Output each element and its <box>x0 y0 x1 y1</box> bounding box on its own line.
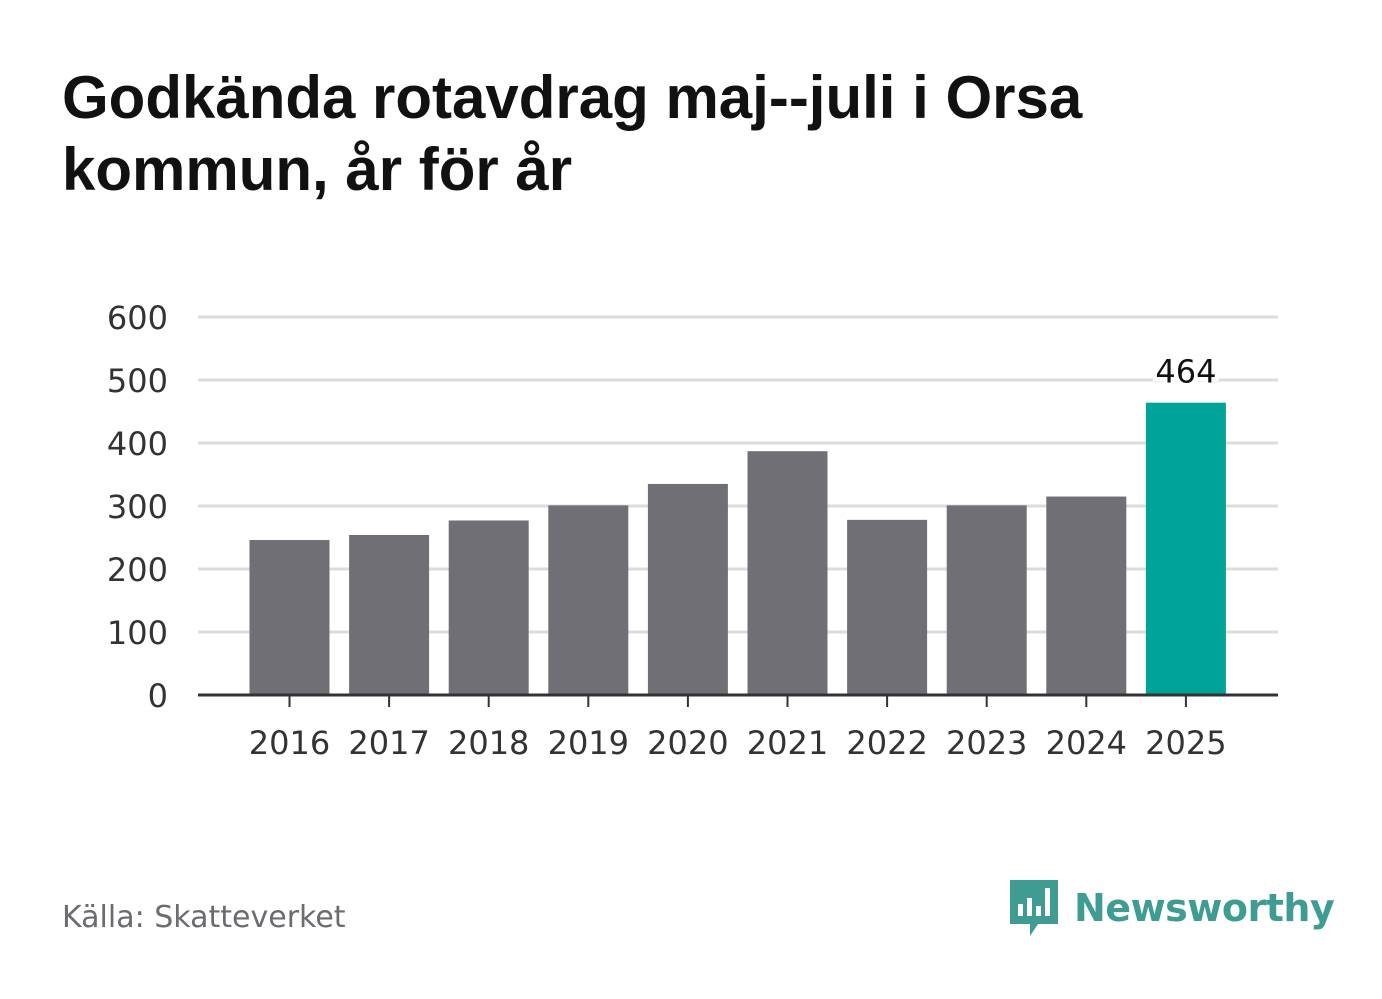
source-note: Källa: Skatteverket <box>62 900 346 935</box>
x-tick-label: 2018 <box>448 724 529 762</box>
x-tick-label: 2021 <box>747 724 828 762</box>
bar-2023 <box>946 505 1027 695</box>
bar-2021 <box>747 451 828 695</box>
bar-2016 <box>249 540 330 695</box>
y-tick-label: 200 <box>107 551 168 589</box>
newsworthy-logo-icon <box>1010 880 1058 936</box>
x-tick-label: 2022 <box>846 724 927 762</box>
x-axis-ticks: 2016 2017 2018 2019 2020 2021 2022 2023 2024 2025 <box>249 695 1227 762</box>
brand-logo: Newsworthy <box>1008 878 1335 938</box>
data-labels: 464 <box>1151 349 1220 395</box>
brand-name: Newsworthy <box>1074 886 1335 930</box>
y-tick-label: 600 <box>107 299 168 337</box>
y-tick-label: 0 <box>148 677 168 715</box>
y-axis-ticks: 0 100 200 300 400 500 600 <box>107 299 168 715</box>
y-tick-label: 500 <box>107 362 168 400</box>
y-tick-label: 400 <box>107 425 168 463</box>
bar-2024 <box>1046 496 1127 695</box>
x-tick-label: 2023 <box>946 724 1027 762</box>
bar-2017 <box>349 534 430 695</box>
y-tick-label: 100 <box>107 614 168 652</box>
bar-2020 <box>647 483 728 695</box>
x-tick-label: 2016 <box>249 724 330 762</box>
bar-2022 <box>847 519 928 695</box>
bar-2018 <box>448 520 529 695</box>
data-label: 464 <box>1155 353 1216 391</box>
chart-title: Godkända rotavdrag maj--juli i Orsa komm… <box>62 64 1083 203</box>
bars <box>249 402 1226 695</box>
x-tick-label: 2017 <box>348 724 429 762</box>
x-tick-label: 2025 <box>1145 724 1226 762</box>
x-tick-label: 2024 <box>1046 724 1127 762</box>
x-tick-label: 2019 <box>548 724 629 762</box>
bar-2019 <box>548 505 629 695</box>
bar-2025 <box>1145 402 1226 695</box>
y-tick-label: 300 <box>107 488 168 526</box>
x-tick-label: 2020 <box>647 724 728 762</box>
